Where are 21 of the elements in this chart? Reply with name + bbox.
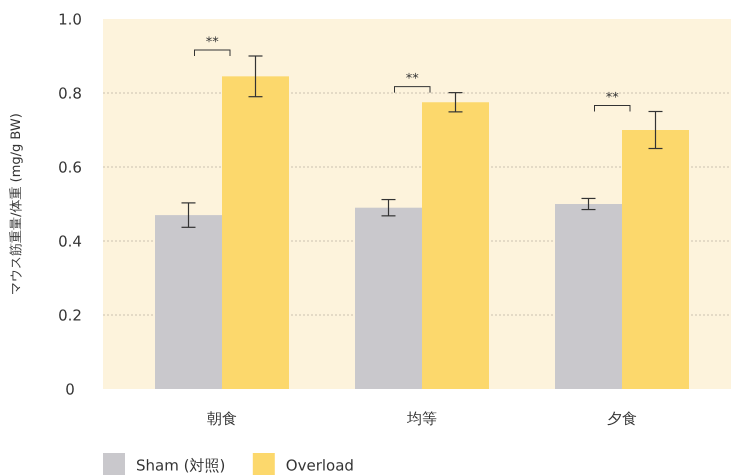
bar bbox=[155, 215, 222, 389]
y-tick-label: 1.0 bbox=[58, 10, 82, 28]
x-tick-label: 朝食 bbox=[207, 409, 237, 428]
x-tick-label: 均等 bbox=[406, 409, 437, 428]
bar bbox=[355, 208, 422, 389]
y-tick-label: 0 bbox=[65, 380, 75, 398]
y-axis-title: マウス筋重量/体重 (mg/g BW) bbox=[9, 113, 24, 295]
legend-label: Overload bbox=[286, 456, 354, 474]
y-tick-label: 0.4 bbox=[58, 232, 82, 250]
bar bbox=[622, 130, 689, 389]
y-tick-label: 0.8 bbox=[58, 84, 82, 102]
bar bbox=[555, 204, 622, 389]
legend-label: Sham (対照) bbox=[136, 456, 226, 474]
bar bbox=[422, 102, 489, 389]
x-tick-label: 夕食 bbox=[607, 409, 637, 428]
annotation: ** bbox=[406, 72, 420, 87]
annotation: ** bbox=[206, 35, 220, 50]
y-tick-label: 0.2 bbox=[58, 306, 82, 324]
annotation: ** bbox=[606, 90, 620, 106]
bar bbox=[222, 76, 289, 389]
y-tick-label: 0.6 bbox=[58, 158, 82, 176]
